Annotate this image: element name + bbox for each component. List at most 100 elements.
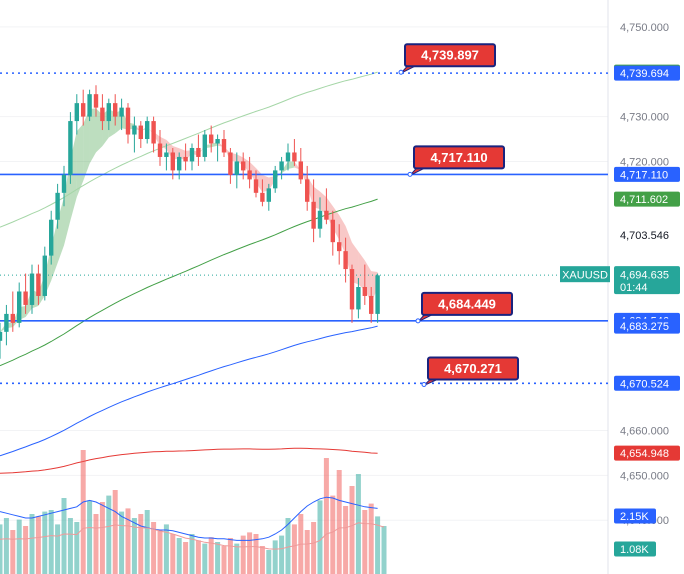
candle-body[interactable] bbox=[170, 152, 175, 171]
candle-body[interactable] bbox=[145, 121, 150, 140]
candle-body[interactable] bbox=[132, 125, 137, 135]
callout-anchor-dot bbox=[398, 69, 404, 75]
symbol-badge[interactable]: XAUUSD bbox=[560, 266, 610, 283]
price-badge[interactable]: 4,739.694 bbox=[614, 65, 680, 81]
ribbon-segment bbox=[51, 219, 58, 281]
price-callout[interactable]: 4,739.897 bbox=[398, 43, 496, 75]
candle-body[interactable] bbox=[4, 313, 9, 332]
candle-body[interactable] bbox=[49, 219, 54, 256]
candle-body[interactable] bbox=[157, 143, 163, 157]
candle-body[interactable] bbox=[279, 161, 284, 171]
candle-body[interactable] bbox=[330, 219, 335, 243]
volume-bar bbox=[349, 486, 355, 574]
volume-bar bbox=[279, 535, 285, 574]
price-badge[interactable]: 4,711.602 bbox=[614, 191, 680, 207]
ribbon-segment bbox=[89, 108, 96, 164]
candle-body[interactable] bbox=[177, 156, 182, 171]
volume-bar bbox=[106, 495, 112, 574]
candle-body[interactable] bbox=[0, 331, 3, 341]
price-callout[interactable]: 4,684.449 bbox=[415, 291, 513, 324]
candle-body[interactable] bbox=[87, 94, 92, 117]
candle-body[interactable] bbox=[241, 161, 246, 171]
candle-body[interactable] bbox=[209, 134, 214, 144]
price-badge[interactable]: 4,717.110 bbox=[614, 166, 680, 182]
candle-body[interactable] bbox=[369, 295, 374, 314]
candle-body[interactable] bbox=[260, 192, 265, 202]
price-badge[interactable]: 4,683.275 bbox=[614, 318, 680, 334]
candle-body[interactable] bbox=[221, 139, 227, 153]
candle-body[interactable] bbox=[228, 152, 233, 175]
candle-body[interactable] bbox=[138, 125, 143, 140]
volume-bar bbox=[29, 514, 35, 574]
candle-body[interactable] bbox=[273, 170, 278, 189]
volume-bar bbox=[157, 530, 163, 574]
candle-body[interactable] bbox=[215, 139, 220, 144]
candle-body[interactable] bbox=[36, 273, 41, 296]
candle-body[interactable] bbox=[113, 103, 118, 117]
candle-body[interactable] bbox=[362, 287, 367, 296]
candle-body[interactable] bbox=[298, 161, 303, 180]
candle-body[interactable] bbox=[42, 255, 47, 296]
candle-body[interactable] bbox=[317, 210, 323, 229]
candle-body[interactable] bbox=[23, 291, 28, 305]
candle-body[interactable] bbox=[234, 161, 239, 175]
candle-body[interactable] bbox=[81, 103, 86, 117]
price-callout[interactable]: 4,670.271 bbox=[421, 356, 519, 387]
price-axis[interactable]: 4,750.000 4,730.000 4,720.000 4,660.000 4,65… bbox=[560, 22, 680, 557]
candles[interactable] bbox=[0, 85, 380, 359]
candle-body[interactable] bbox=[292, 152, 297, 162]
candle-body[interactable] bbox=[164, 152, 169, 157]
price-callouts[interactable]: 4,739.897 4,717.110 4,684.449 4,670.271 bbox=[398, 43, 519, 387]
candle-body[interactable] bbox=[305, 179, 310, 202]
candle-body[interactable] bbox=[93, 94, 99, 108]
horizontal-levels[interactable] bbox=[0, 72, 608, 385]
candle-body[interactable] bbox=[202, 134, 207, 157]
candle-body[interactable] bbox=[349, 269, 355, 310]
volume-bar bbox=[87, 500, 93, 574]
candle-body[interactable] bbox=[196, 147, 201, 157]
candle-body[interactable] bbox=[247, 170, 252, 180]
ribbon-segment bbox=[332, 206, 340, 240]
volume-bar bbox=[311, 522, 317, 574]
price-badge[interactable]: 4,670.524 bbox=[614, 375, 680, 391]
candle-body[interactable] bbox=[337, 242, 342, 252]
volume-bar bbox=[163, 524, 169, 574]
candle-body[interactable] bbox=[356, 287, 361, 310]
volume-bar bbox=[144, 510, 150, 574]
candle-body[interactable] bbox=[61, 174, 67, 193]
candle-body[interactable] bbox=[285, 152, 291, 162]
candle-body[interactable] bbox=[343, 251, 348, 270]
price-badge[interactable]: 4,654.948 bbox=[614, 445, 680, 461]
candle-body[interactable] bbox=[375, 275, 380, 314]
ribbon-segment bbox=[262, 174, 269, 193]
volume-bar bbox=[10, 530, 16, 574]
volume-bar bbox=[336, 470, 342, 574]
candle-body[interactable] bbox=[10, 313, 15, 323]
candle-body[interactable] bbox=[119, 107, 124, 117]
candle-body[interactable] bbox=[151, 121, 156, 144]
callout-label: 4,739.897 bbox=[421, 48, 479, 63]
candle-body[interactable] bbox=[100, 107, 105, 122]
candle-body[interactable] bbox=[106, 103, 111, 122]
candle-body[interactable] bbox=[183, 156, 188, 162]
candle-body[interactable] bbox=[189, 147, 195, 162]
candle-body[interactable] bbox=[68, 121, 73, 175]
volume-bar bbox=[93, 514, 99, 574]
candle-body[interactable] bbox=[125, 107, 131, 135]
candle-body[interactable] bbox=[266, 188, 271, 202]
candle-body[interactable] bbox=[253, 179, 259, 193]
volume-badge[interactable]: 1.08K bbox=[614, 541, 656, 557]
ma-line-blue bbox=[0, 325, 378, 457]
candle-body[interactable] bbox=[55, 192, 60, 220]
candle-body[interactable] bbox=[29, 273, 35, 305]
price-badge-bg bbox=[614, 445, 680, 461]
price-callout[interactable]: 4,717.110 bbox=[407, 145, 505, 177]
candle-body[interactable] bbox=[17, 291, 22, 323]
volume-badge[interactable]: 2.15K bbox=[614, 508, 656, 524]
candle-body[interactable] bbox=[74, 103, 79, 122]
countdown-label: 01:44 bbox=[620, 282, 648, 294]
candle-body[interactable] bbox=[311, 201, 316, 229]
candle-body[interactable] bbox=[324, 210, 329, 220]
